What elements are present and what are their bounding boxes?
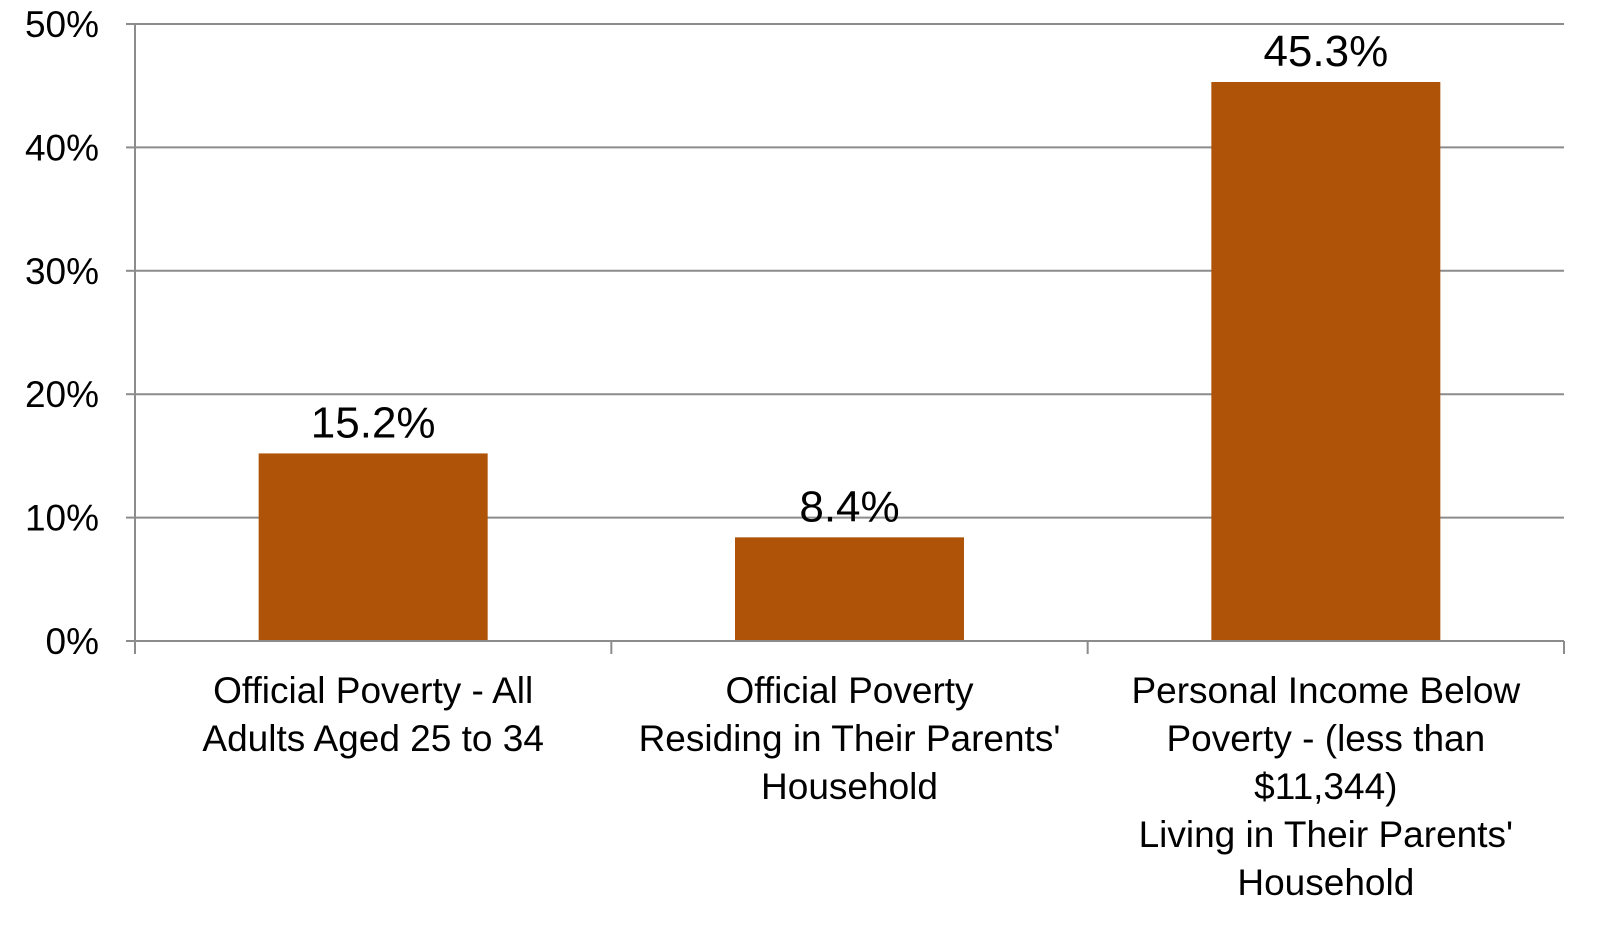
y-tick-label: 10% xyxy=(25,498,99,539)
bar xyxy=(1211,81,1441,642)
axes xyxy=(126,23,1565,654)
category-label-line: Household xyxy=(761,766,938,807)
category-label-line: Adults Aged 25 to 34 xyxy=(202,718,544,759)
y-tick-label: 40% xyxy=(25,127,99,168)
category-label: Official Poverty Residing in Their Parent… xyxy=(639,670,1061,807)
data-label: 45.3% xyxy=(1263,27,1388,76)
category-label: Personal Income Below Poverty - (less tha… xyxy=(1131,670,1520,903)
data-label: 8.4% xyxy=(799,482,899,531)
bar xyxy=(258,453,488,641)
y-tick-label: 30% xyxy=(25,251,99,292)
category-label: Official Poverty - All Adults Aged 25 to … xyxy=(202,670,544,759)
category-label-line: Living in Their Parents' xyxy=(1139,814,1514,855)
data-label: 15.2% xyxy=(311,398,436,447)
category-label-line: Poverty - (less than xyxy=(1166,718,1485,759)
y-tick-label: 20% xyxy=(25,374,99,415)
y-tick-label: 50% xyxy=(25,4,99,45)
category-label-line: Household xyxy=(1237,862,1414,903)
category-label-line: Personal Income Below xyxy=(1131,670,1520,711)
bar xyxy=(735,537,964,641)
labels: 0% 10% 20% 30% 40% 50% 15.2% 8.4% 45.3% Official … xyxy=(25,4,1521,903)
category-label-line: Official Poverty xyxy=(725,670,974,711)
category-label-line: $11,344) xyxy=(1254,766,1397,807)
y-tick-label: 0% xyxy=(46,621,99,662)
bars xyxy=(258,81,1441,642)
category-label-line: Official Poverty - All xyxy=(213,670,533,711)
category-label-line: Residing in Their Parents' xyxy=(639,718,1061,759)
